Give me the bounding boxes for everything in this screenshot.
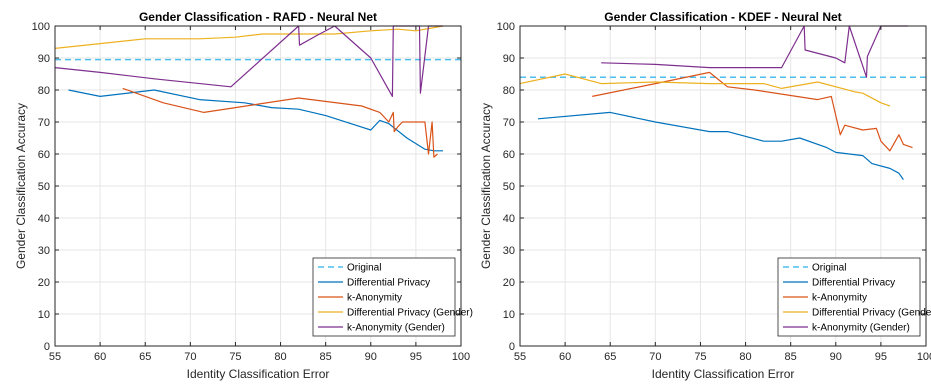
y-tick-label: 0 (44, 341, 50, 353)
x-tick-label: 85 (785, 351, 797, 363)
y-tick-label: 10 (503, 309, 515, 321)
series-line-2 (537, 111, 904, 180)
legend-entry-1: Original (812, 263, 846, 274)
legend-entry-3: k-Anonymity (812, 293, 867, 304)
legend-entry-1: Original (347, 263, 381, 274)
legend-entry-5: k-Anonymity (Gender) (347, 323, 445, 334)
chart-panel-2: 55 60 65 70 75 80 85 90 95 100 0 10 20 30 40 50 60 70 80 90… (479, 10, 931, 381)
y-tick-label: 90 (38, 53, 50, 65)
legend-entry-4: Differential Privacy (Gender) (812, 308, 931, 319)
y-tick-label: 0 (509, 341, 515, 353)
y-tick-label: 70 (503, 117, 515, 129)
series-line-2 (68, 89, 443, 152)
legend: Original Differential Privacy k-Anonymity D… (777, 257, 931, 337)
legend-entry-2: Differential Privacy (347, 278, 430, 289)
y-tick-label: 30 (503, 245, 515, 257)
x-tick-label: 75 (694, 351, 706, 363)
x-axis-label: Identity Classification Error (652, 367, 795, 381)
x-tick-label: 60 (559, 351, 571, 363)
series-line-4 (54, 25, 444, 49)
x-tick-label: 100 (917, 351, 931, 363)
y-tick-label: 60 (38, 149, 50, 161)
chart-title: Gender Classification - RAFD - Neural Ne… (139, 10, 377, 24)
y-tick-label: 20 (503, 277, 515, 289)
legend-entry-2: Differential Privacy (812, 278, 895, 289)
legend-entry-5: k-Anonymity (Gender) (812, 323, 910, 334)
x-tick-label: 95 (410, 351, 422, 363)
y-axis-label: Gender Classification Accuracy (479, 103, 493, 269)
chart-title: Gender Classification - KDEF - Neural Ne… (604, 10, 841, 24)
x-tick-label: 60 (94, 351, 106, 363)
x-tick-label: 85 (320, 351, 332, 363)
y-tick-label: 80 (503, 85, 515, 97)
y-tick-label: 50 (38, 181, 50, 193)
y-tick-label: 40 (503, 213, 515, 225)
y-axis-label: Gender Classification Accuracy (14, 103, 28, 269)
y-tick-label: 30 (38, 245, 50, 257)
y-tick-label: 100 (32, 21, 50, 33)
y-tick-label: 40 (38, 213, 50, 225)
x-tick-label: 95 (875, 351, 887, 363)
y-tick-label: 60 (503, 149, 515, 161)
y-tick-label: 10 (38, 309, 50, 321)
legend: Original Differential Privacy k-Anonymity D… (312, 257, 473, 337)
legend-entry-4: Differential Privacy (Gender) (347, 308, 473, 319)
x-tick-label: 80 (274, 351, 286, 363)
x-tick-label: 65 (139, 351, 151, 363)
series-line-3 (122, 87, 438, 158)
y-tick-label: 20 (38, 277, 50, 289)
series-line-5 (54, 25, 443, 98)
series-line-3 (592, 71, 913, 152)
y-tick-label: 80 (38, 85, 50, 97)
y-tick-label: 100 (497, 21, 515, 33)
x-tick-label: 65 (604, 351, 616, 363)
x-tick-label: 55 (49, 351, 61, 363)
series-line-4 (519, 73, 891, 107)
y-tick-label: 50 (503, 181, 515, 193)
y-tick-label: 70 (38, 117, 50, 129)
chart-panel-1: 55 60 65 70 75 80 85 90 95 100 0 10 20 30 40 50 60 70 80 90… (14, 10, 473, 381)
x-tick-label: 75 (229, 351, 241, 363)
x-tick-label: 70 (184, 351, 196, 363)
x-tick-label: 90 (830, 351, 842, 363)
y-tick-label: 90 (503, 53, 515, 65)
x-tick-label: 55 (514, 351, 526, 363)
x-axis-label: Identity Classification Error (187, 367, 330, 381)
x-tick-label: 70 (649, 351, 661, 363)
x-tick-label: 90 (365, 351, 377, 363)
x-tick-label: 100 (452, 351, 470, 363)
x-tick-label: 80 (739, 351, 751, 363)
legend-entry-3: k-Anonymity (347, 293, 402, 304)
series-line-5 (601, 25, 908, 78)
